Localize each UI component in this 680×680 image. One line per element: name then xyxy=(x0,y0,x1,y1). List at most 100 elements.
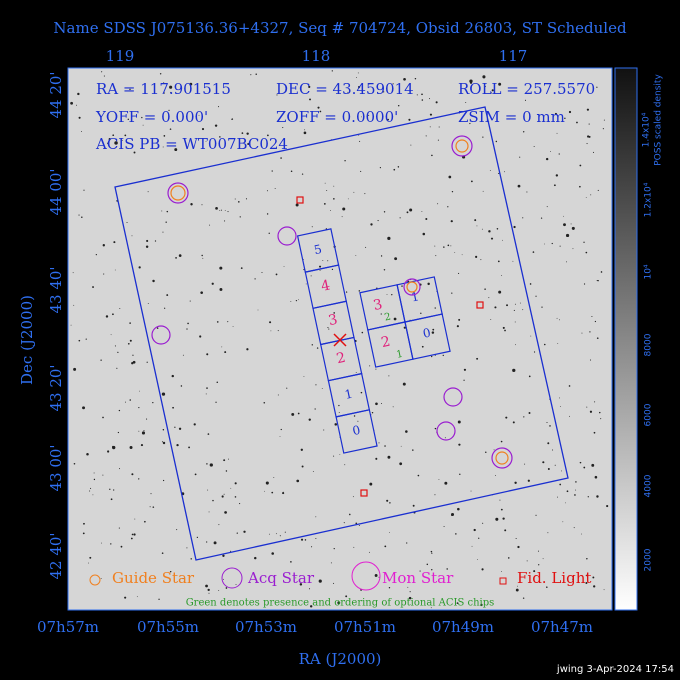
star xyxy=(301,465,304,468)
star xyxy=(369,482,373,486)
star xyxy=(131,473,134,476)
star xyxy=(133,533,136,536)
star xyxy=(109,488,111,490)
star xyxy=(187,322,189,325)
star xyxy=(132,354,134,356)
star xyxy=(596,86,598,88)
star xyxy=(178,427,182,430)
star xyxy=(323,429,325,431)
star xyxy=(500,508,503,511)
star xyxy=(549,425,551,427)
colorbar-labels: 2000 4000 6000 8000 10⁴ 1.2x10⁴ 1.4x10⁴ … xyxy=(642,74,664,572)
star xyxy=(559,405,561,407)
star xyxy=(397,166,400,168)
star xyxy=(515,537,517,540)
star xyxy=(442,354,444,357)
star xyxy=(83,189,85,191)
star xyxy=(277,394,279,396)
star xyxy=(303,131,307,135)
star xyxy=(232,325,234,327)
colorbar-label: 8000 xyxy=(644,333,654,356)
star xyxy=(317,106,320,109)
star xyxy=(603,119,605,121)
star xyxy=(144,520,146,523)
chip-label: 0 xyxy=(351,423,361,438)
star xyxy=(421,345,424,348)
star xyxy=(389,532,390,534)
info-text: DEC = 43.459014 xyxy=(276,80,414,98)
star xyxy=(85,338,87,340)
x-tick-label: 07h57m xyxy=(37,618,99,636)
star xyxy=(127,118,129,121)
star xyxy=(127,342,130,345)
star xyxy=(222,554,225,557)
optional-chip-label: 1 xyxy=(395,349,404,361)
star xyxy=(586,406,588,408)
star xyxy=(275,273,278,276)
star xyxy=(365,246,367,248)
star xyxy=(359,140,361,142)
star xyxy=(431,552,433,554)
star xyxy=(131,235,133,237)
star xyxy=(430,607,432,609)
star xyxy=(410,144,412,146)
star xyxy=(129,399,132,401)
star xyxy=(120,545,123,548)
star xyxy=(89,490,91,492)
star xyxy=(125,401,126,403)
star xyxy=(414,77,417,80)
star xyxy=(559,483,562,486)
star xyxy=(76,104,78,106)
star xyxy=(514,481,517,484)
star xyxy=(257,309,259,311)
star xyxy=(589,359,592,361)
star xyxy=(145,245,149,248)
star xyxy=(353,546,355,548)
star xyxy=(430,355,433,358)
star xyxy=(438,479,440,480)
star xyxy=(357,420,359,422)
star xyxy=(138,266,141,269)
star xyxy=(206,387,208,389)
star xyxy=(315,537,317,539)
star xyxy=(579,185,581,188)
info-text: RA = 117.901515 xyxy=(96,80,231,98)
star-field xyxy=(70,70,609,609)
star xyxy=(72,272,74,274)
y-axis-title: Dec (J2000) xyxy=(18,295,36,385)
star xyxy=(273,477,275,478)
star xyxy=(597,279,599,282)
star xyxy=(387,455,391,459)
star xyxy=(296,479,300,483)
star xyxy=(224,511,227,514)
star xyxy=(216,321,219,323)
star xyxy=(572,578,574,580)
acq-star xyxy=(403,278,421,296)
star xyxy=(162,441,166,445)
star xyxy=(429,113,433,116)
star xyxy=(558,153,560,155)
star xyxy=(222,578,224,580)
star xyxy=(586,142,588,145)
star xyxy=(393,317,397,321)
star xyxy=(176,529,178,531)
star xyxy=(375,368,377,370)
star xyxy=(223,459,226,462)
star xyxy=(547,442,550,445)
star xyxy=(594,320,597,323)
acq-star xyxy=(167,182,189,204)
star xyxy=(603,589,605,591)
star xyxy=(383,269,386,271)
star xyxy=(507,557,510,559)
legend-label: Mon Star xyxy=(382,569,454,587)
star xyxy=(117,431,120,434)
star xyxy=(501,275,503,276)
star xyxy=(465,102,467,104)
star xyxy=(78,214,80,216)
star xyxy=(198,114,200,116)
star xyxy=(208,592,210,594)
star xyxy=(474,219,477,222)
star xyxy=(403,326,406,329)
star xyxy=(444,437,446,439)
